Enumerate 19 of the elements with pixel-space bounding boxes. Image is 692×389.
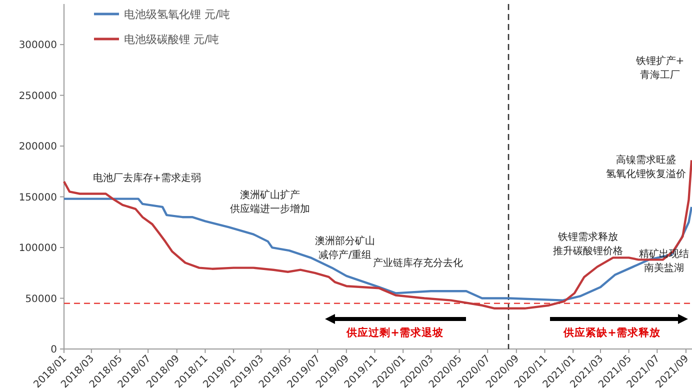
annotation: 高镍需求旺盛氢氧化锂恢复溢价 <box>606 154 686 180</box>
y-tick-label: 100000 <box>18 243 57 254</box>
annotation: 铁锂扩产+青海工厂 <box>634 55 684 81</box>
y-tick-label: 0 <box>50 344 57 356</box>
legend-label: 电池级氢氧化锂 元/吨 <box>124 8 230 21</box>
y-tick-label: 300000 <box>18 40 57 52</box>
annotation: 澳洲部分矿山减停产/重组 <box>315 235 375 261</box>
legend-label: 电池级碳酸锂 元/吨 <box>124 33 220 46</box>
annotation: 电池厂去库存+需求走弱 <box>92 172 202 184</box>
annotation: 供应紧缺+需求释放 <box>562 326 662 339</box>
y-tick-label: 200000 <box>18 142 57 153</box>
annotation: 产业链库存充分去化 <box>373 257 463 269</box>
annotation: 供应过剩+需求退坡 <box>346 326 444 339</box>
y-tick-label: 250000 <box>18 90 57 102</box>
annotation: 澳洲矿山扩产供应端进一步增加 <box>230 189 310 215</box>
annotation: 铁锂需求释放推升碳酸锂价格 <box>553 231 623 257</box>
line-series <box>62 198 692 302</box>
y-tick-label: 50000 <box>25 294 57 305</box>
y-tick-label: 150000 <box>18 192 57 204</box>
